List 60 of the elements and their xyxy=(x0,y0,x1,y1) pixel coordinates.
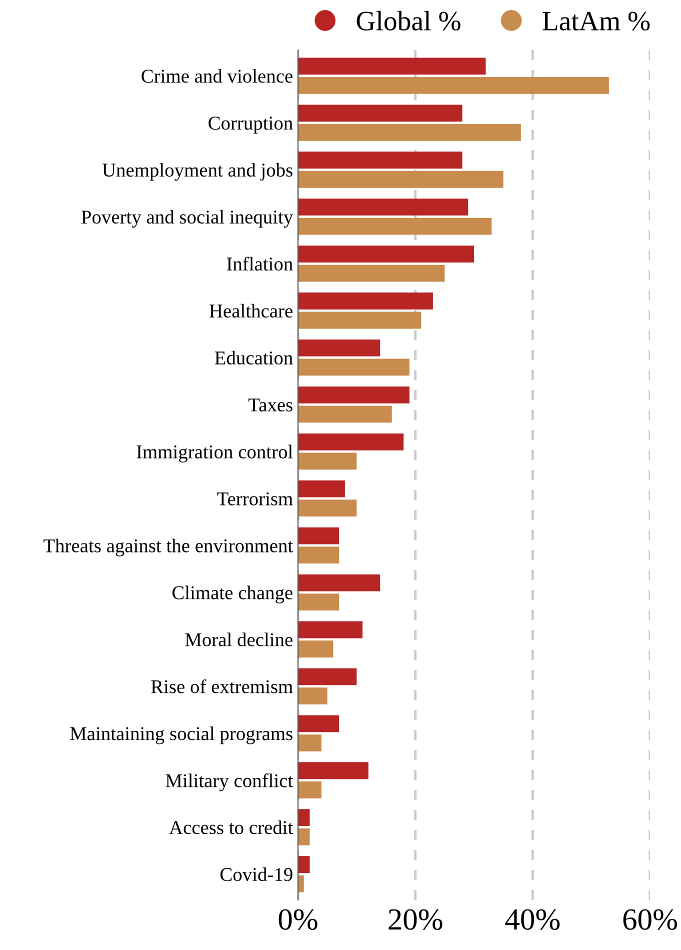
y-tick-label: Moral decline xyxy=(185,632,292,646)
y-tick-label: Climate change xyxy=(172,586,292,604)
x-tick-label: 0% xyxy=(278,909,318,930)
bar xyxy=(298,781,322,798)
y-tick-label: Terrorism xyxy=(217,492,293,506)
bar xyxy=(298,594,340,610)
bar xyxy=(298,218,492,235)
bar xyxy=(298,809,310,826)
y-tick-label: Healthcare xyxy=(209,304,292,318)
bar xyxy=(298,500,357,517)
bar xyxy=(298,77,609,94)
x-tick-label: 40% xyxy=(505,909,560,930)
bar xyxy=(298,264,445,282)
bar xyxy=(298,124,521,141)
legend-label: Global % xyxy=(356,10,460,31)
bar xyxy=(298,828,310,846)
bar xyxy=(298,621,363,638)
y-tick-label: Education xyxy=(214,350,293,365)
y-tick-label: Taxes xyxy=(248,398,292,412)
bar xyxy=(298,574,380,592)
y-tick-label: Military conflict xyxy=(166,773,294,792)
bar xyxy=(298,406,392,423)
y-tick-label: Covid-19 xyxy=(220,867,292,882)
bar xyxy=(298,546,340,564)
y-tick-label: Poverty and social inequity xyxy=(81,210,294,228)
bar xyxy=(298,358,410,376)
x-tick-label: 20% xyxy=(388,909,442,930)
bar xyxy=(298,433,404,450)
bar xyxy=(298,198,468,216)
bar xyxy=(298,715,340,732)
bar xyxy=(298,527,340,544)
bar xyxy=(298,734,322,752)
bar xyxy=(298,170,504,188)
y-tick-label: Corruption xyxy=(208,116,293,134)
y-tick-label: Crime and violence xyxy=(142,69,292,83)
y-tick-label: Threats against the environment xyxy=(43,538,294,556)
y-tick-label: Maintaining social programs xyxy=(70,726,292,744)
bar xyxy=(298,762,368,780)
bar xyxy=(298,340,380,356)
bar xyxy=(298,688,328,704)
bar xyxy=(298,875,304,892)
bar xyxy=(298,856,310,873)
y-tick-label: Unemployment and jobs xyxy=(102,163,292,181)
bar xyxy=(298,246,474,262)
bar xyxy=(298,386,410,404)
bar xyxy=(298,152,462,169)
x-tick-label: 60% xyxy=(623,909,677,930)
bar xyxy=(298,452,357,470)
bar xyxy=(298,640,334,658)
legend-label: LatAm % xyxy=(542,12,650,31)
bar xyxy=(298,480,345,498)
y-tick-label: Inflation xyxy=(226,256,293,271)
bar xyxy=(298,58,486,75)
bar xyxy=(298,104,462,122)
y-tick-label: Immigration control xyxy=(136,444,293,462)
y-tick-label: Access to credit xyxy=(169,820,294,834)
bar xyxy=(298,292,433,310)
bar xyxy=(298,312,422,329)
y-tick-label: Rise of extremism xyxy=(151,679,293,694)
bar xyxy=(298,668,357,686)
